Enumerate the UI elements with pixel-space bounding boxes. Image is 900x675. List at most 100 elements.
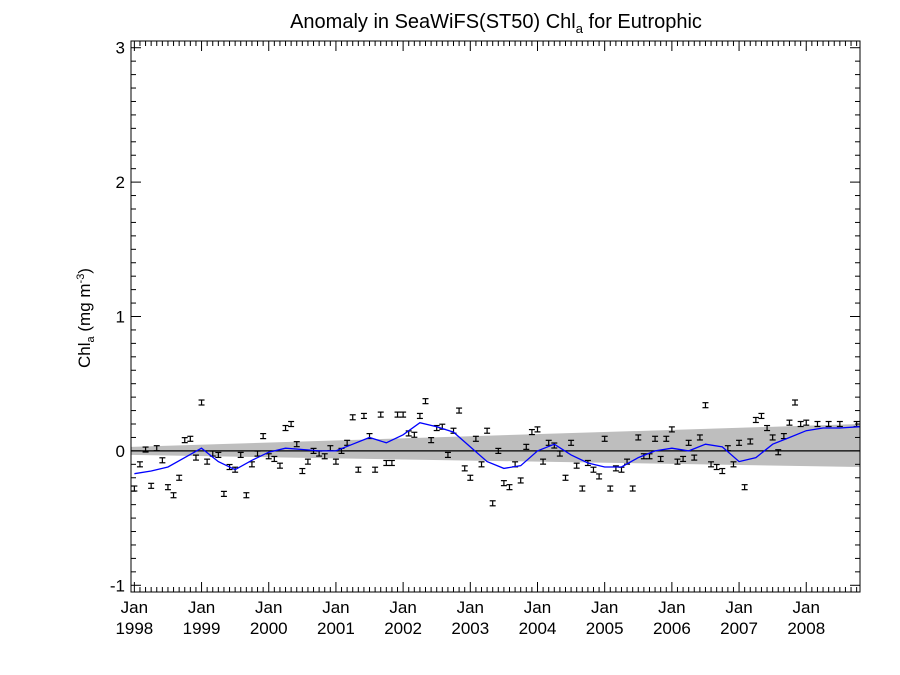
data-point	[528, 428, 535, 436]
x-tick-label-month: Jan	[389, 598, 416, 617]
data-point	[243, 492, 250, 499]
data-point	[607, 485, 614, 492]
data-point	[478, 461, 485, 468]
x-tick-label-month: Jan	[591, 598, 618, 617]
x-tick-label-year: 2006	[653, 619, 691, 638]
data-point	[500, 480, 507, 487]
data-point	[523, 443, 530, 450]
data-point	[484, 427, 491, 434]
data-point	[456, 407, 463, 414]
data-point	[747, 438, 754, 445]
data-point	[713, 463, 720, 471]
data-point	[187, 435, 194, 442]
data-point	[685, 439, 692, 446]
data-point	[176, 474, 183, 481]
data-point	[730, 461, 737, 468]
data-point	[394, 411, 401, 418]
data-point	[691, 454, 698, 461]
plot-frame	[130, 40, 861, 593]
data-point	[349, 414, 356, 421]
data-point	[204, 458, 211, 465]
data-point	[534, 426, 541, 433]
data-point	[814, 420, 821, 428]
data-point	[220, 490, 227, 497]
x-tick-label-year: 2003	[451, 619, 489, 638]
x-tick-label-month: Jan	[658, 598, 685, 617]
x-tick-label-year: 2002	[384, 619, 422, 638]
data-point	[159, 457, 166, 464]
data-point	[674, 458, 681, 465]
data-point	[764, 424, 771, 432]
data-point	[282, 424, 289, 432]
running-mean-line	[134, 421, 861, 475]
data-point	[556, 450, 563, 457]
data-point	[276, 462, 283, 469]
data-point	[192, 454, 199, 461]
data-point	[517, 477, 524, 484]
data-point	[372, 466, 379, 473]
data-point	[489, 500, 496, 507]
x-tick-label-year: 2001	[317, 619, 355, 638]
data-point	[293, 441, 300, 448]
data-point	[803, 419, 810, 426]
data-point	[321, 453, 328, 460]
data-point	[304, 458, 311, 465]
data-point	[467, 474, 474, 481]
data-point	[170, 492, 177, 499]
data-point	[640, 453, 647, 460]
data-point	[596, 473, 603, 480]
data-point	[237, 451, 244, 459]
data-point	[579, 485, 586, 492]
data-point	[422, 398, 429, 405]
data-point	[136, 461, 143, 468]
data-point	[198, 399, 205, 406]
data-point	[702, 402, 709, 409]
data-point	[495, 447, 502, 454]
data-point	[142, 446, 149, 453]
data-point	[590, 466, 597, 473]
data-point	[411, 431, 418, 438]
data-point	[657, 455, 664, 463]
x-tick-label-month: Jan	[121, 598, 148, 617]
data-point	[288, 420, 295, 428]
x-tick-label-month: Jan	[255, 598, 282, 617]
data-point	[836, 420, 843, 428]
x-tick-label-year: 2005	[586, 619, 624, 638]
data-point	[752, 416, 759, 424]
x-tick-label-year: 2000	[250, 619, 288, 638]
data-point	[383, 459, 390, 467]
data-point	[769, 434, 776, 441]
data-point	[444, 451, 451, 459]
data-point	[428, 437, 435, 444]
data-point	[332, 458, 339, 465]
data-point	[148, 482, 155, 489]
data-point	[131, 485, 138, 492]
x-tick-label-year: 2007	[720, 619, 758, 638]
data-point	[652, 435, 659, 442]
y-tick-label: 2	[116, 173, 125, 192]
plot-layer	[131, 398, 861, 507]
x-tick-label-month: Jan	[725, 598, 752, 617]
ticks-layer: -1 0 1 2 3 Jan 1998 Jan 1999 Jan 2000 Jan 2001 Jan 200…	[110, 39, 860, 638]
y-tick-label: 0	[116, 442, 125, 461]
trend-band	[131, 424, 860, 468]
data-point	[635, 434, 642, 441]
data-point	[792, 399, 799, 406]
data-point	[416, 412, 423, 420]
data-point	[271, 455, 278, 463]
y-tick-label: 3	[116, 39, 125, 58]
data-point	[461, 465, 468, 472]
data-point	[573, 462, 580, 469]
data-point	[540, 458, 547, 465]
data-point	[248, 461, 255, 468]
data-point	[164, 484, 171, 491]
data-point	[786, 419, 793, 426]
data-point	[400, 411, 407, 418]
x-tick-label-year: 2004	[519, 619, 557, 638]
data-point	[825, 420, 832, 428]
chart-title: Anomaly in SeaWiFS(ST50) Chla for Eutrop…	[290, 11, 702, 36]
y-tick-label: 1	[116, 308, 125, 327]
x-tick-label-year: 1999	[183, 619, 221, 638]
data-point	[377, 411, 384, 418]
